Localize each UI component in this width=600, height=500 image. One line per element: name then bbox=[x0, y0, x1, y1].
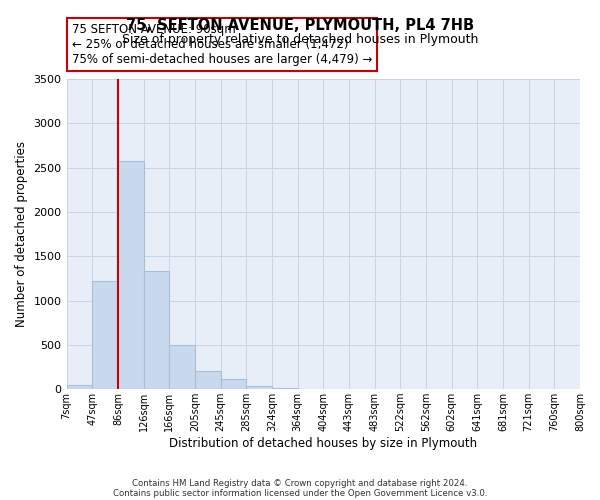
Bar bbox=[67, 384, 92, 389]
Bar bbox=[246, 386, 272, 389]
X-axis label: Distribution of detached houses by size in Plymouth: Distribution of detached houses by size … bbox=[169, 437, 478, 450]
Text: 75 SEFTON AVENUE: 90sqm
← 25% of detached houses are smaller (1,472)
75% of semi: 75 SEFTON AVENUE: 90sqm ← 25% of detache… bbox=[71, 23, 372, 66]
Bar bbox=[169, 345, 195, 389]
Text: Contains HM Land Registry data © Crown copyright and database right 2024.: Contains HM Land Registry data © Crown c… bbox=[132, 478, 468, 488]
Text: 75, SEFTON AVENUE, PLYMOUTH, PL4 7HB: 75, SEFTON AVENUE, PLYMOUTH, PL4 7HB bbox=[126, 18, 474, 32]
Bar bbox=[118, 162, 143, 389]
Bar bbox=[221, 380, 246, 389]
Text: Contains public sector information licensed under the Open Government Licence v3: Contains public sector information licen… bbox=[113, 488, 487, 498]
Bar bbox=[92, 281, 118, 389]
Bar bbox=[143, 272, 169, 389]
Bar bbox=[195, 372, 221, 389]
Y-axis label: Number of detached properties: Number of detached properties bbox=[15, 141, 28, 327]
Text: Size of property relative to detached houses in Plymouth: Size of property relative to detached ho… bbox=[122, 32, 478, 46]
Bar bbox=[272, 388, 298, 389]
